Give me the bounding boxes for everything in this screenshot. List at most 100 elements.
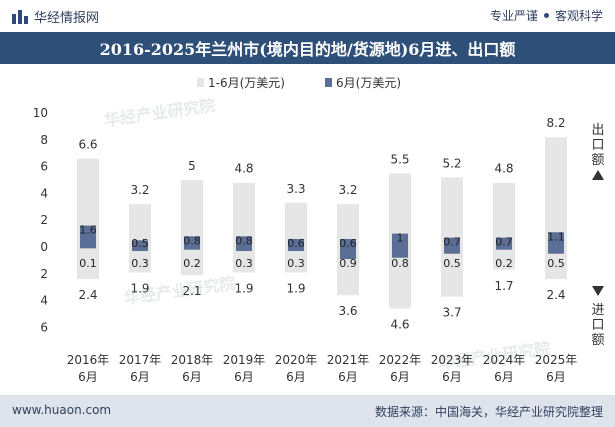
side-label-import-char: 口 bbox=[591, 318, 604, 333]
bar-month-import bbox=[392, 247, 408, 258]
bar-cumulative-export bbox=[337, 204, 359, 247]
label-month-export: 0.6 bbox=[339, 237, 357, 250]
bar-cumulative-export bbox=[441, 177, 463, 247]
label-month-import: 0.1 bbox=[79, 257, 97, 270]
label-month-import: 0.8 bbox=[391, 257, 409, 270]
label-cumulative-import: 1.9 bbox=[234, 281, 253, 295]
bar-cumulative-export bbox=[545, 137, 567, 247]
y-tick-label: 2 bbox=[40, 213, 48, 227]
label-cumulative-import: 1.9 bbox=[286, 281, 305, 295]
bar-month-export bbox=[288, 238, 304, 247]
label-cumulative-import: 1.9 bbox=[130, 281, 149, 295]
bar-month-export bbox=[132, 240, 148, 247]
bar-cumulative-import bbox=[441, 247, 463, 297]
footer-website[interactable]: www.huaon.com bbox=[12, 403, 112, 417]
x-label-month: 6月 bbox=[286, 370, 306, 384]
x-label-year: 2019年 bbox=[223, 353, 266, 367]
triangle-up-icon bbox=[592, 170, 604, 180]
x-label-year: 2018年 bbox=[171, 353, 214, 367]
x-label-year: 2021年 bbox=[327, 353, 370, 367]
bar-month-import bbox=[444, 247, 460, 254]
label-cumulative-export: 8.2 bbox=[546, 116, 565, 130]
bar-month-export bbox=[496, 237, 512, 247]
label-cumulative-import: 2.1 bbox=[182, 284, 201, 298]
bar-cumulative-export bbox=[77, 158, 99, 247]
bar-month-import bbox=[184, 247, 200, 250]
label-month-export: 1.6 bbox=[79, 224, 97, 237]
label-month-export: 0.6 bbox=[287, 237, 305, 250]
bar-cumulative-export bbox=[129, 204, 151, 247]
x-label-month: 6月 bbox=[390, 370, 410, 384]
label-cumulative-import: 3.7 bbox=[442, 306, 461, 320]
label-cumulative-import: 2.4 bbox=[546, 288, 565, 302]
bar-cumulative-import bbox=[545, 247, 567, 280]
bar-month-import bbox=[288, 247, 304, 252]
side-label-import-char: 进 bbox=[591, 303, 604, 318]
label-cumulative-export: 4.8 bbox=[494, 162, 513, 176]
bar-month-import bbox=[80, 247, 96, 249]
slogan-tag-2: 客观科学 bbox=[554, 9, 603, 23]
label-month-import: 0.3 bbox=[131, 257, 149, 270]
x-label-month: 6月 bbox=[234, 370, 254, 384]
x-label-year: 2024年 bbox=[483, 353, 526, 367]
label-cumulative-import: 2.4 bbox=[78, 288, 97, 302]
x-label-month: 6月 bbox=[442, 370, 462, 384]
label-month-import: 0.9 bbox=[339, 257, 357, 270]
bar-month-import bbox=[340, 247, 356, 260]
x-label-month: 6月 bbox=[78, 370, 98, 384]
label-month-export: 0.7 bbox=[443, 236, 461, 249]
bar-month-export bbox=[236, 236, 252, 247]
bar-month-import bbox=[496, 247, 512, 250]
y-tick-label: 4 bbox=[40, 294, 48, 308]
label-cumulative-export: 5 bbox=[188, 159, 196, 173]
brand[interactable]: 华经情报网 bbox=[12, 7, 99, 26]
bar-month-export bbox=[444, 237, 460, 247]
bar-month-export bbox=[184, 236, 200, 247]
label-month-import: 0.2 bbox=[183, 257, 201, 270]
y-tick-label: 10 bbox=[33, 106, 48, 120]
bar-cumulative-export bbox=[389, 173, 411, 247]
chart-title-bar: 2016-2025年兰州市(境内目的地/货源地)6月进、出口额 bbox=[0, 32, 615, 64]
x-label-month: 6月 bbox=[338, 370, 358, 384]
label-cumulative-export: 3.2 bbox=[130, 183, 149, 197]
bar-cumulative-import bbox=[285, 247, 307, 273]
bar-cumulative-import bbox=[181, 247, 203, 276]
legend-swatch-cumulative bbox=[197, 78, 204, 87]
x-label-month: 6月 bbox=[182, 370, 202, 384]
x-label-year: 2017年 bbox=[119, 353, 162, 367]
data-labels: 6.6 2.4 1.6 0.1 3.2 1.9 0.5 0.3 5 2.1 0.8 0.2 4.8 1.9… bbox=[78, 116, 565, 332]
label-month-import: 0.5 bbox=[443, 257, 461, 270]
triangle-down-icon bbox=[592, 286, 604, 296]
label-month-import: 0.3 bbox=[287, 257, 305, 270]
label-month-export: 0.5 bbox=[131, 237, 149, 250]
bar-month-import bbox=[236, 247, 252, 252]
slogan: 专业严谨 客观科学 bbox=[490, 7, 603, 24]
bar-cumulative-import bbox=[389, 247, 411, 309]
legend: 1-6月(万美元) 6月(万美元) bbox=[197, 76, 401, 90]
bar-cumulative-import bbox=[129, 247, 151, 273]
side-label-export-char: 额 bbox=[591, 153, 604, 168]
side-label-import-char: 额 bbox=[591, 333, 604, 348]
label-month-export: 0.7 bbox=[495, 236, 513, 249]
label-month-export: 1.1 bbox=[547, 230, 565, 243]
footer: www.huaon.com 数据来源：中国海关，华经产业研究院整理 bbox=[0, 395, 615, 427]
bar-month-export bbox=[548, 232, 564, 247]
y-tick-label: 6 bbox=[40, 320, 48, 334]
chart-title: 2016-2025年兰州市(境内目的地/货源地)6月进、出口额 bbox=[99, 40, 516, 59]
label-month-export: 0.8 bbox=[183, 234, 201, 247]
label-month-import: 0.3 bbox=[235, 257, 253, 270]
bullet-dot-icon bbox=[543, 13, 549, 18]
bar-cumulative-export bbox=[493, 182, 515, 247]
bar-month-export bbox=[340, 238, 356, 247]
bar-month-export bbox=[392, 233, 408, 247]
bar-month-export bbox=[80, 225, 96, 247]
label-cumulative-export: 4.8 bbox=[234, 162, 253, 176]
brand-name: 华经情报网 bbox=[34, 11, 100, 26]
y-tick-label: 6 bbox=[40, 160, 48, 174]
label-month-export: 1 bbox=[397, 232, 404, 245]
legend-label-month: 6月(万美元) bbox=[336, 76, 401, 90]
label-cumulative-export: 5.5 bbox=[390, 152, 409, 166]
